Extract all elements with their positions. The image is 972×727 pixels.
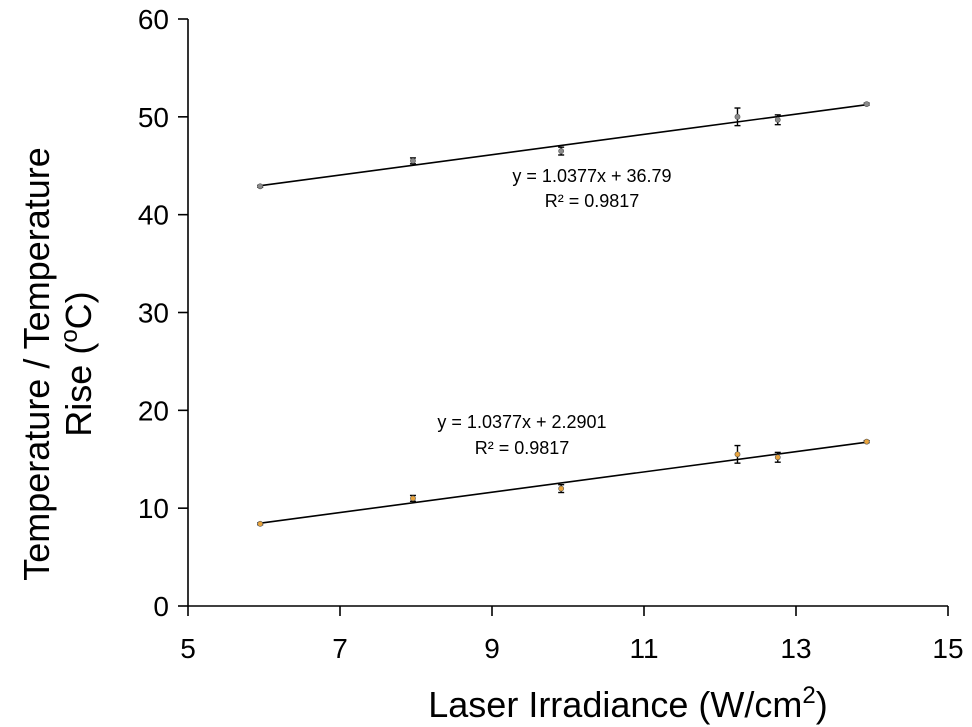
data-point [410,495,416,502]
x-tick-label: 9 [484,633,500,664]
x-tick-label: 7 [332,633,348,664]
x-tick-label: 15 [932,633,963,664]
data-point [863,101,870,108]
equation-upper: y = 1.0377x + 36.79 [512,166,671,186]
data-point [410,157,416,164]
data-points [257,101,870,527]
x-tick-label: 5 [180,633,196,664]
trendline-series-1 [260,441,867,524]
data-point [774,116,781,123]
x-tick-label: 11 [629,633,658,664]
y-tick-label: 40 [138,200,169,231]
trendlines [260,103,867,524]
y-tick-label: 10 [138,493,169,524]
data-point [558,148,565,154]
y-axis-title: Temperature / Temperature Rise (oC) [16,147,99,581]
data-point [257,520,264,527]
data-point [863,438,870,445]
y-tick-label: 0 [153,591,169,622]
x-ticks: 5 7 9 11 13 15 [180,606,964,664]
y-axis-title-line2: Rise (oC) [56,291,99,436]
y-tick-label: 30 [138,298,169,329]
r2-upper: R² = 0.9817 [545,191,640,211]
y-axis-title-line1: Temperature / Temperature [16,147,57,581]
data-point [734,451,741,458]
data-point [558,485,565,492]
x-tick-label: 13 [780,633,811,664]
y-tick-label: 50 [138,102,169,133]
r2-lower: R² = 0.9817 [475,438,570,458]
x-axis-title: Laser Irradiance (W/cm2) [428,682,827,725]
data-point [774,454,781,461]
y-ticks: 0 10 20 30 40 50 60 [138,4,188,622]
y-tick-label: 20 [138,395,169,426]
data-point [257,183,264,190]
equation-lower: y = 1.0377x + 2.2901 [437,412,606,432]
data-point [734,113,741,120]
y-tick-label: 60 [138,4,169,35]
trendline-series-0 [260,103,867,187]
